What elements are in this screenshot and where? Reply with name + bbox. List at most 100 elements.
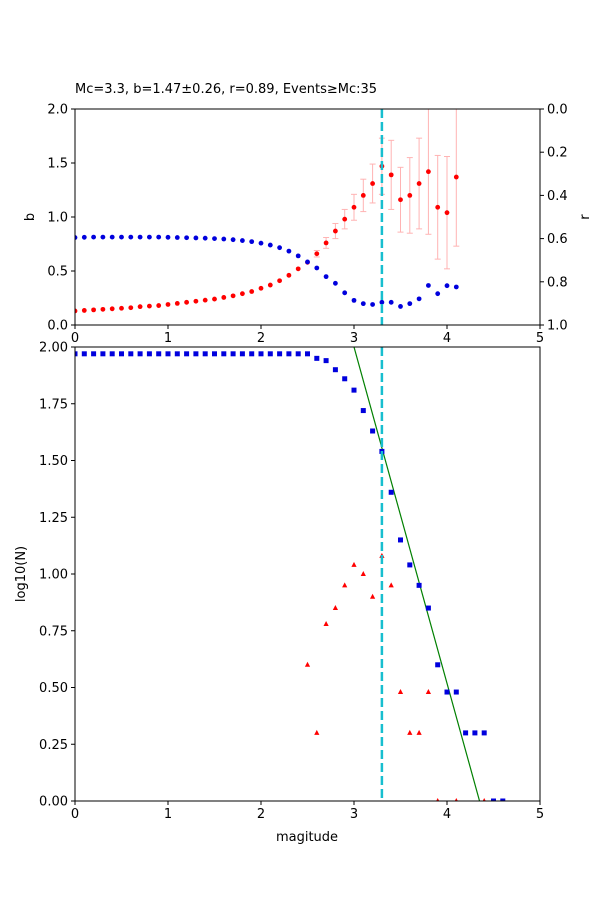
b-value-point: [426, 169, 431, 175]
b-value-point: [258, 285, 264, 291]
cumulative-count-point: [416, 582, 422, 588]
top-right-y-axis-label: r: [578, 214, 593, 220]
r-value-point: [81, 234, 87, 240]
cumulative-count-point: [305, 351, 310, 357]
bottom-x-tick-label: 0: [71, 807, 79, 822]
cumulative-count-point: [75, 351, 78, 357]
r-value-point: [221, 236, 227, 242]
b-value-point: [267, 282, 273, 288]
top-axis-ticks: 0 1 2 3 4 5 0.0 0.5 1.0 1.5 2.0 0.0 0.2 0.4 0.6 0.8 1.0: [47, 103, 567, 347]
cumulative-count-point: [295, 351, 301, 357]
top-right-y-tick-label: 1.0: [547, 319, 568, 334]
b-value-point: [444, 210, 450, 216]
cumulative-count-point: [212, 351, 217, 357]
b-value-point: [342, 216, 348, 222]
bottom-y-tick-label: 1.25: [39, 511, 68, 526]
cumulative-count-point: [100, 351, 106, 357]
incremental-count-point: [342, 582, 348, 588]
b-value-point: [193, 298, 199, 304]
b-value-point: [128, 305, 134, 311]
r-value-point: [212, 236, 217, 242]
r-value-point: [75, 235, 78, 240]
r-value-point: [240, 238, 245, 243]
r-value-point: [398, 304, 403, 309]
b-value-point: [323, 240, 329, 246]
cumulative-count-point: [119, 351, 124, 357]
b-value-point: [165, 302, 171, 307]
cumulative-count-point: [444, 689, 450, 695]
bottom-x-tick-label: 5: [536, 807, 544, 822]
cumulative-count-point: [425, 605, 431, 611]
cumulative-count-point: [202, 351, 208, 357]
bottom-x-tick-label: 1: [164, 807, 172, 822]
r-value-point: [249, 239, 255, 245]
r-value-point: [342, 290, 348, 296]
top-left-y-axis-label: b: [23, 213, 38, 221]
incremental-count-point: [436, 798, 440, 801]
bottom-plot-frame: [74, 346, 541, 802]
cumulative-count-point: [267, 351, 273, 357]
b-value-point: [398, 197, 403, 203]
top-right-y-tick-label: 0.8: [547, 275, 568, 290]
incremental-count-point: [370, 593, 376, 599]
r-value-point: [193, 235, 199, 241]
r-value-point: [453, 284, 459, 290]
incremental-count-point: [397, 689, 404, 695]
b-value-point: [174, 301, 180, 306]
b-value-point: [212, 296, 217, 302]
top-x-tick-label: 3: [350, 331, 358, 346]
incremental-count-point: [314, 729, 320, 735]
r-value-point: [119, 234, 124, 240]
incremental-count-point: [388, 582, 394, 588]
cumulative-count-point: [146, 351, 152, 357]
bottom-y-axis-label: log10(N): [14, 546, 29, 602]
bottom-x-axis-label: magitude: [276, 830, 338, 845]
top-x-tick-label: 2: [257, 331, 265, 346]
cumulative-count-point: [360, 408, 366, 414]
cumulative-count-point: [351, 387, 357, 393]
cumulative-count-point: [174, 351, 180, 357]
b-value-point: [249, 289, 255, 294]
b-value-fit-line: [353, 347, 481, 801]
incremental-count-point: [482, 798, 486, 801]
r-value-point: [277, 245, 282, 251]
incremental-count-point: [407, 729, 413, 735]
b-value-point: [137, 304, 143, 310]
top-x-tick-label: 4: [443, 331, 451, 346]
top-chart-title: Mc=3.3, b=1.47±0.26, r=0.89, Events≥Mc:3…: [75, 82, 377, 97]
cumulative-count-point: [398, 537, 403, 543]
bottom-y-tick-label: 2.00: [39, 341, 68, 356]
top-clipped-data: [75, 109, 460, 314]
r-value-point: [416, 296, 422, 302]
b-value-point: [221, 295, 227, 300]
b-value-point: [370, 181, 375, 186]
r-value-point: [286, 248, 292, 254]
r-value-point: [314, 265, 320, 271]
r-value-point: [305, 259, 310, 265]
top-plot-frame: [74, 108, 541, 326]
incremental-count-point: [360, 571, 366, 576]
top-y-tick-label: 1.5: [47, 157, 68, 172]
b-value-point: [360, 193, 366, 198]
incremental-count-point: [454, 798, 458, 801]
cumulative-count-point: [81, 351, 87, 357]
b-value-point: [202, 297, 208, 303]
r-value-point: [174, 235, 180, 240]
b-value-point: [100, 306, 106, 312]
cumulative-count-point: [184, 351, 190, 357]
cumulative-count-point: [277, 351, 283, 357]
r-value-point: [147, 234, 152, 240]
b-value-point: [314, 251, 320, 257]
b-value-panel: Mc=3.3, b=1.47±0.26, r=0.89, Events≥Mc:3…: [23, 82, 593, 346]
cumulative-count-point: [239, 351, 245, 357]
cumulative-count-point: [500, 798, 506, 801]
cumulative-count-point: [156, 351, 162, 357]
cumulative-count-point: [491, 798, 496, 801]
b-value-point: [109, 306, 115, 312]
top-right-y-tick-label: 0.4: [547, 189, 568, 204]
b-value-point: [75, 308, 78, 314]
top-y-tick-label: 2.0: [47, 103, 68, 118]
top-data-layer: [75, 109, 460, 325]
r-value-point: [165, 234, 171, 240]
